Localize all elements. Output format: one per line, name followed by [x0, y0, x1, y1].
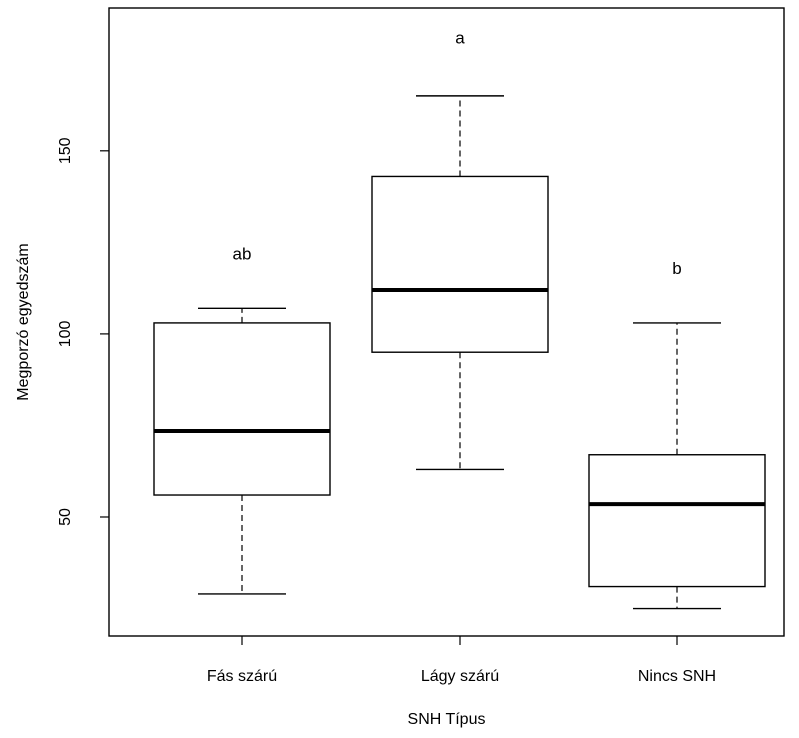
x-tick-label: Nincs SNH — [638, 668, 716, 685]
y-tick-label: 50 — [57, 508, 74, 526]
x-axis-title: SNH Típus — [408, 711, 486, 728]
significance-letter: ab — [233, 244, 252, 263]
y-axis: 50 100 150 — [57, 137, 109, 526]
boxes-group — [153, 95, 766, 610]
significance-letter: a — [455, 28, 465, 47]
y-axis-title: Megporzó egyedszám — [15, 243, 32, 400]
box-group — [371, 95, 549, 471]
y-tick-label: 100 — [57, 320, 74, 347]
x-axis: Fás szárú Lágy szárú Nincs SNH — [207, 636, 716, 685]
y-tick-label: 150 — [57, 137, 74, 164]
iqr-box — [153, 322, 331, 496]
x-tick-label: Fás szárú — [207, 668, 277, 685]
plot-frame — [108, 7, 785, 637]
iqr-box — [588, 454, 766, 588]
box-group — [153, 307, 331, 595]
x-tick-label: Lágy szárú — [421, 668, 499, 685]
box-group — [588, 322, 766, 610]
significance-letter: b — [672, 259, 681, 278]
iqr-box — [371, 175, 549, 353]
